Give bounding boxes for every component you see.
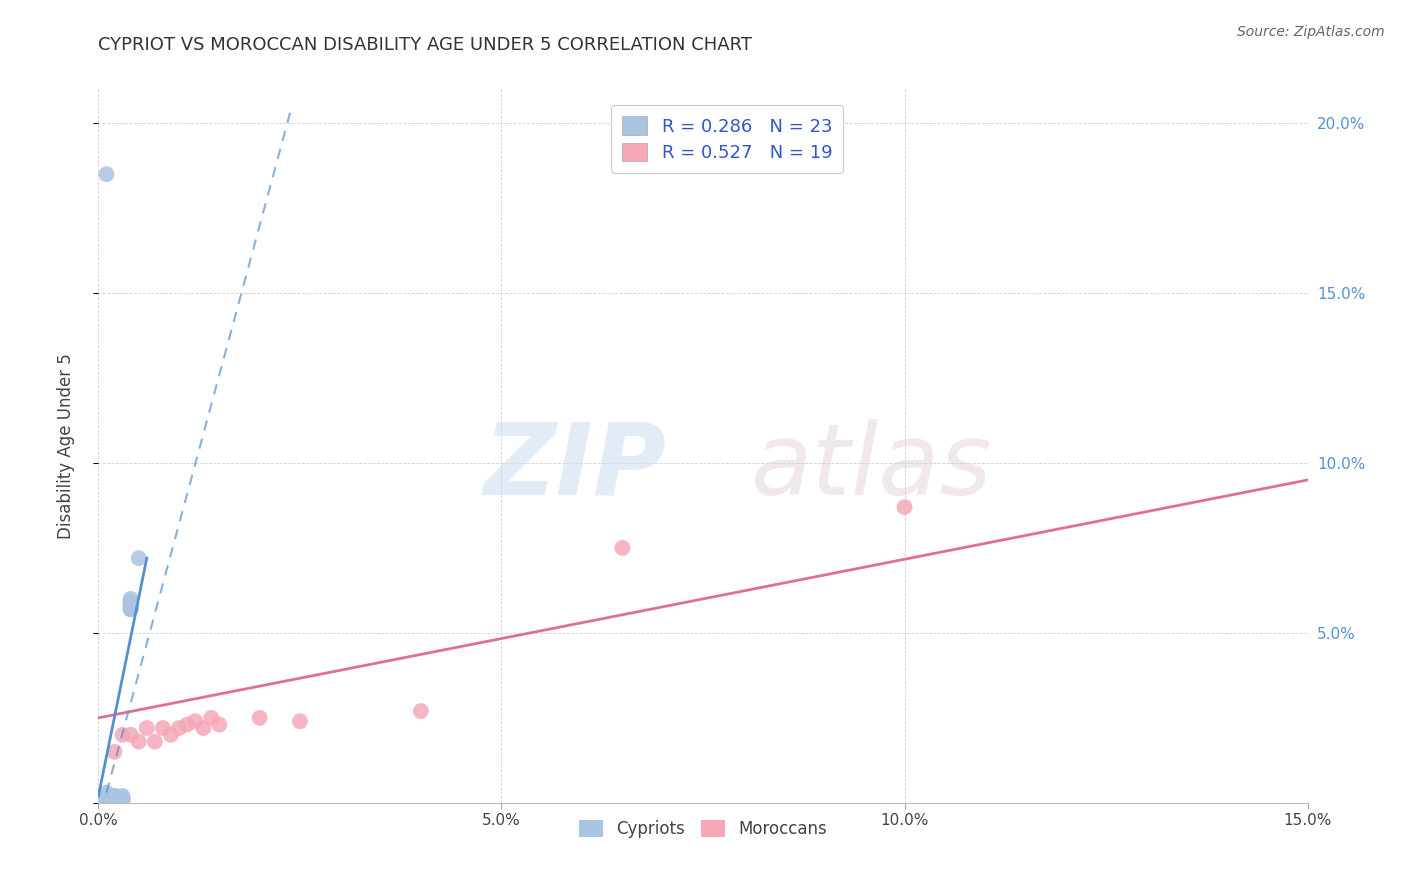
Point [111,728,134,742]
Point [120,595,142,609]
Point [128,551,150,566]
Point [96,792,118,806]
Point [120,599,142,613]
Point [176,717,198,731]
Point [103,745,125,759]
Point [103,792,125,806]
Point [103,789,125,803]
Point [111,792,134,806]
Point [103,789,125,803]
Point [193,721,215,735]
Point [96,792,118,806]
Point [135,721,157,735]
Point [111,792,134,806]
Point [103,792,125,806]
Point [120,591,142,606]
Point [111,789,134,803]
Point [128,734,150,748]
Text: Source: ZipAtlas.com: Source: ZipAtlas.com [1237,25,1385,39]
Point [120,595,142,609]
Point [120,602,142,616]
Point [96,167,118,181]
Point [96,789,118,803]
Point [409,704,432,718]
Point [120,728,142,742]
Point [111,792,134,806]
Y-axis label: Disability Age Under 5: Disability Age Under 5 [56,353,75,539]
Text: ZIP: ZIP [484,419,666,516]
Point [167,721,190,735]
Point [200,711,222,725]
Point [288,714,311,729]
Point [612,541,634,555]
Point [120,599,142,613]
Point [120,602,142,616]
Text: CYPRIOT VS MOROCCAN DISABILITY AGE UNDER 5 CORRELATION CHART: CYPRIOT VS MOROCCAN DISABILITY AGE UNDER… [98,36,752,54]
Point [143,734,166,748]
Legend: Cypriots, Moroccans: Cypriots, Moroccans [572,813,834,845]
Point [120,602,142,616]
Point [249,711,271,725]
Text: atlas: atlas [751,419,993,516]
Point [152,721,174,735]
Point [208,717,231,731]
Point [184,714,207,729]
Point [96,786,118,800]
Point [893,500,915,515]
Point [160,728,183,742]
Point [120,595,142,609]
